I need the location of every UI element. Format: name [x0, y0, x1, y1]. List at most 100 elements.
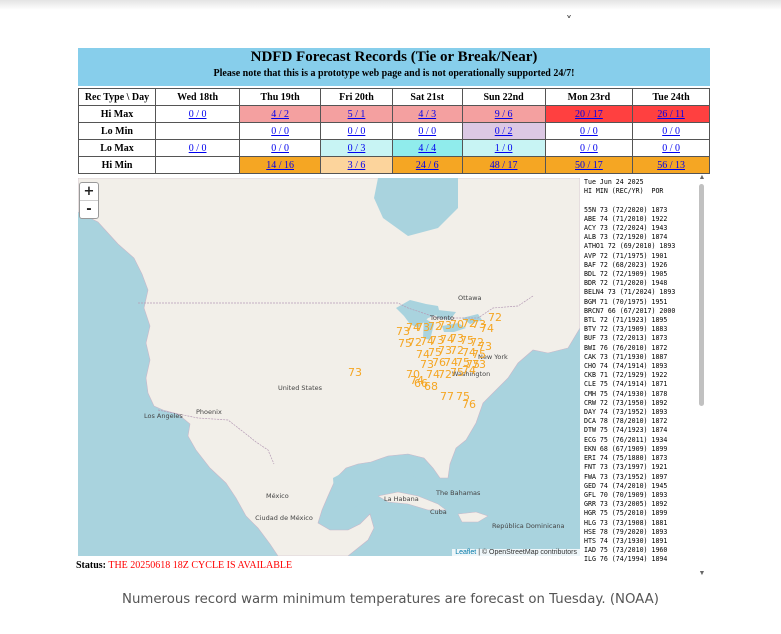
record-line: ECG 75 (76/2011) 1934 — [584, 435, 668, 444]
record-temp-marker[interactable]: 72 — [462, 317, 476, 330]
scroll-thumb[interactable] — [699, 184, 704, 406]
record-temp-marker[interactable]: 75 — [460, 334, 474, 347]
table-cell: 3 / 6 — [320, 156, 393, 174]
city-label-phoenix: Phoenix — [196, 408, 222, 416]
record-line: BRCN7 66 (67/2017) 2000 — [584, 306, 676, 315]
record-temp-marker[interactable]: 72 — [470, 336, 484, 349]
leaflet-link[interactable]: Leaflet — [455, 549, 477, 556]
record-count-link[interactable]: 0 / 0 — [271, 125, 289, 137]
record-temp-marker[interactable]: 76 — [462, 398, 476, 411]
table-cell: 48 / 17 — [461, 156, 546, 174]
record-temp-marker[interactable]: 72 — [428, 320, 442, 333]
record-temp-marker[interactable]: 70 — [406, 368, 420, 381]
record-count-link[interactable]: 20 / 17 — [575, 108, 603, 120]
record-temp-marker[interactable]: 74 — [444, 356, 458, 369]
record-temp-marker[interactable]: 74 — [410, 374, 424, 387]
record-count-link[interactable]: 0 / 0 — [188, 142, 207, 154]
record-temp-marker[interactable]: 73 — [478, 340, 492, 353]
record-count-link[interactable]: 0 / 0 — [662, 125, 680, 137]
record-temp-marker[interactable]: 75 — [428, 346, 442, 359]
record-count-link[interactable]: 4 / 4 — [418, 142, 437, 154]
city-label-republica-dominicana: República Dominicana — [492, 522, 565, 530]
record-temp-marker[interactable]: 76 — [432, 356, 446, 369]
record-temp-marker[interactable]: 73 — [438, 344, 452, 357]
record-temp-marker[interactable]: 72 — [450, 344, 464, 357]
record-count-link[interactable]: 0 / 0 — [580, 125, 598, 137]
record-temp-marker[interactable]: 73 — [450, 332, 464, 345]
record-temp-marker[interactable]: 75 — [450, 366, 464, 379]
record-count-link[interactable]: 0 / 0 — [188, 108, 207, 120]
record-temp-marker[interactable]: 73 — [438, 319, 452, 332]
record-temp-marker[interactable]: 74 — [440, 333, 454, 346]
record-temp-marker[interactable]: 73 — [420, 358, 434, 371]
record-count-link[interactable]: 3 / 6 — [347, 159, 366, 171]
record-count-link[interactable]: 9 / 6 — [494, 108, 513, 120]
table-row: Lo Max 0 / 0 0 / 0 0 / 3 4 / 4 1 / 0 0 / 0 0 / … — [78, 139, 710, 157]
map-canvas[interactable]: Ottawa Toronto New York Washington United St… — [78, 178, 580, 556]
day-header: Mon 23rd — [544, 88, 634, 106]
record-temp-marker[interactable]: 73 — [416, 321, 430, 334]
record-temp-marker[interactable]: 72 — [438, 368, 452, 381]
record-line: GFL 70 (70/1909) 1893 — [584, 490, 668, 499]
map-attribution: Leaflet | © OpenStreetMap contributors — [452, 549, 580, 556]
record-count-link[interactable]: 50 / 17 — [575, 159, 603, 171]
record-count-link[interactable]: 56 / 13 — [657, 159, 685, 171]
record-temp-marker[interactable]: 70 — [450, 318, 464, 331]
record-line: ALB 73 (72/1920) 1874 — [584, 233, 668, 242]
record-count-link[interactable]: 0 / 0 — [662, 142, 680, 154]
record-count-link[interactable]: 1 / 0 — [494, 142, 513, 154]
record-count-link[interactable]: 0 / 0 — [418, 125, 437, 137]
record-temp-marker[interactable]: 74 — [462, 364, 476, 377]
record-temp-marker[interactable]: 73 — [396, 325, 410, 338]
record-count-link[interactable]: 14 / 16 — [266, 159, 294, 171]
table-cell: 56 / 13 — [632, 156, 710, 174]
record-temp-marker[interactable]: 75 — [456, 356, 470, 369]
record-temp-marker[interactable]: 68 — [424, 380, 438, 393]
record-line: BAF 72 (68/2023) 1926 — [584, 260, 668, 269]
record-temp-marker[interactable]: 74 — [480, 322, 494, 335]
record-count-link[interactable]: 48 / 17 — [489, 159, 518, 171]
record-temp-marker[interactable]: 66 — [414, 377, 428, 390]
record-count-link[interactable]: 0 / 0 — [580, 142, 598, 154]
record-temp-marker[interactable]: 74 — [426, 368, 440, 381]
record-count-link[interactable]: 0 / 0 — [271, 142, 289, 154]
record-temp-marker[interactable]: 75 — [456, 390, 470, 403]
forecast-map[interactable]: Ottawa Toronto New York Washington United St… — [78, 178, 580, 556]
record-temp-marker[interactable]: 73 — [430, 334, 444, 347]
record-temp-marker[interactable]: 75 — [472, 348, 486, 361]
record-count-link[interactable]: 0 / 0 — [347, 125, 366, 137]
record-count-link[interactable]: 4 / 2 — [271, 108, 289, 120]
cuba-island — [377, 491, 447, 511]
zoom-in-button[interactable]: + — [83, 184, 95, 199]
records-list-panel[interactable]: Tue Jun 24 2025 HI MIN (REC/YR) POR 55N … — [584, 178, 710, 578]
record-temp-marker[interactable]: 75 — [398, 337, 412, 350]
scroll-down-arrow-icon[interactable]: ▼ — [698, 570, 706, 577]
record-line: BDL 72 (72/1909) 1905 — [584, 270, 668, 279]
record-temp-marker[interactable]: 74 — [406, 321, 420, 334]
record-temp-marker[interactable]: 73 — [472, 318, 486, 331]
record-count-link[interactable]: 0 / 3 — [347, 142, 366, 154]
record-count-link[interactable]: 4 / 3 — [418, 108, 437, 120]
record-temp-marker[interactable]: 74 — [416, 348, 430, 361]
scroll-up-arrow-icon[interactable]: ▲ — [698, 174, 706, 181]
record-count-link[interactable]: 0 / 2 — [494, 125, 513, 137]
records-scrollbar[interactable]: ▲ ▼ — [697, 174, 707, 580]
great-lakes — [396, 300, 482, 340]
zoom-out-button[interactable]: - — [80, 200, 98, 218]
record-temp-marker[interactable]: 74 — [420, 335, 434, 348]
record-temp-marker[interactable]: 75 — [466, 358, 480, 371]
record-count-link[interactable]: 24 / 6 — [415, 159, 439, 171]
record-temp-marker[interactable]: 72 — [408, 336, 422, 349]
table-cell: 4 / 4 — [391, 139, 463, 157]
record-temp-marker[interactable]: 73 — [472, 358, 486, 371]
record-temp-marker[interactable]: 73 — [348, 366, 362, 379]
record-count-link[interactable]: 5 / 1 — [347, 108, 366, 120]
table-row: Lo Min 0 / 0 0 / 0 0 / 0 0 / 2 0 / 0 0 / 0 — [78, 122, 710, 140]
record-temp-marker[interactable]: 77 — [440, 390, 454, 403]
record-count-link[interactable]: 26 / 11 — [657, 108, 685, 120]
table-cell: 0 / 2 — [461, 122, 546, 140]
record-temp-marker[interactable]: 72 — [488, 311, 502, 324]
record-temp-marker[interactable]: 74 — [462, 346, 476, 359]
table-cell: 14 / 16 — [239, 156, 322, 174]
row-label: Lo Max — [78, 139, 156, 157]
